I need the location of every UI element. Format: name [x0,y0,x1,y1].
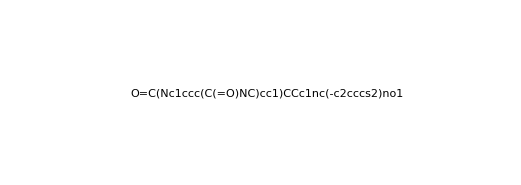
Text: O=C(Nc1ccc(C(=O)NC)cc1)CCc1nc(-c2cccs2)no1: O=C(Nc1ccc(C(=O)NC)cc1)CCc1nc(-c2cccs2)n… [130,88,404,98]
